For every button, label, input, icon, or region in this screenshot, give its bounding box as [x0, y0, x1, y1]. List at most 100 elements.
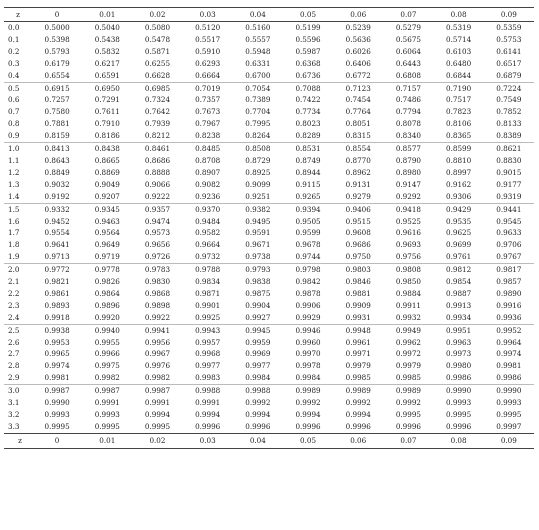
value-cell: 0.7673	[195, 107, 221, 117]
value-cell: 0.8413	[44, 144, 70, 154]
value-cell: 0.9946	[295, 325, 321, 335]
value-cell: 0.9925	[182, 311, 233, 325]
value-cell: 0.6406	[345, 58, 371, 68]
value-cell: 0.9678	[295, 240, 321, 250]
value-cell: 0.8888	[144, 167, 171, 177]
value-cell: 0.8023	[295, 119, 321, 129]
value-cell: 0.5675	[395, 34, 421, 44]
table-row: 1.0 0.8413 0.8438 0.8461 0.8485 0.8508 0.8531 0…	[4, 143, 534, 155]
value-cell: 0.9884	[395, 288, 421, 298]
value-cell: 0.5319	[446, 23, 472, 32]
value-cell: 0.9726	[132, 251, 183, 265]
row-z-cell: 0.8	[8, 119, 20, 129]
value-cell: 0.9956	[144, 337, 171, 347]
table-row: 1.9 0.9713 0.9719 0.9726 0.9732 0.9738 0.9744 0…	[4, 251, 534, 265]
footer-cell: 0.01	[82, 433, 133, 449]
value-cell: 0.9767	[483, 251, 534, 265]
value-cell: 0.5040	[94, 23, 120, 32]
table-row: 2.7 0.9965 0.9966 0.9967 0.9968 0.9969 0.9970 0…	[4, 348, 534, 360]
value-cell: 0.9984	[282, 372, 334, 386]
value-cell: 0.9981	[496, 361, 522, 371]
value-cell: 0.5753	[496, 34, 522, 44]
value-cell: 0.9686	[345, 240, 371, 250]
table-row: 0.2 0.5793 0.5832 0.5871 0.5910 0.5948 0.5987 0…	[4, 46, 534, 58]
value-cell: 0.8599	[446, 144, 472, 154]
value-cell: 0.9943	[195, 325, 221, 335]
row-z-cell: 1.1	[8, 155, 20, 165]
value-cell: 0.6217	[94, 58, 120, 68]
value-cell: 0.8133	[496, 119, 522, 129]
value-cell: 0.9982	[132, 372, 183, 386]
value-cell: 0.8944	[295, 167, 321, 177]
value-cell: 0.7704	[245, 107, 271, 117]
value-cell: 0.7794	[395, 107, 421, 117]
header-cell: 0.08	[433, 7, 484, 22]
value-cell: 0.8508	[245, 144, 271, 154]
value-cell: 0.9988	[245, 386, 271, 396]
value-cell: 0.8869	[94, 167, 120, 177]
header-cell: 0.03	[182, 7, 233, 22]
value-cell: 0.5438	[94, 34, 120, 44]
footer-cell-z: z	[4, 433, 32, 449]
value-cell: 0.7734	[295, 107, 321, 117]
value-cell: 0.9974	[44, 361, 70, 371]
value-cell: 0.7764	[345, 107, 371, 117]
value-cell: 0.9949	[395, 325, 421, 335]
value-cell: 0.9719	[82, 251, 133, 265]
table-row: 1.5 0.9332 0.9345 0.9357 0.9370 0.9382 0.9394 0…	[4, 203, 534, 215]
value-cell: 0.9279	[333, 190, 384, 204]
value-cell: 0.8051	[345, 119, 371, 129]
value-cell: 0.5000	[44, 23, 70, 32]
value-cell: 0.5987	[295, 46, 321, 56]
row-z-cell: 0.6	[8, 95, 20, 105]
value-cell: 0.9977	[245, 361, 271, 371]
header-cell: 0.06	[333, 7, 384, 22]
value-cell: 0.7967	[195, 119, 221, 129]
value-cell: 0.8485	[195, 144, 221, 154]
value-cell: 0.9987	[144, 386, 171, 396]
value-cell: 0.9474	[144, 216, 171, 226]
value-cell: 0.9951	[446, 325, 472, 335]
value-cell: 0.9251	[232, 190, 283, 204]
value-cell: 0.5714	[446, 34, 472, 44]
value-cell: 0.5160	[245, 23, 271, 32]
value-cell: 0.9922	[132, 311, 183, 325]
table-row: 2.8 0.9974 0.9975 0.9976 0.9977 0.9977 0.9978 0…	[4, 360, 534, 372]
row-z-cell: 0.7	[8, 107, 20, 117]
value-cell: 0.9664	[195, 240, 221, 250]
value-cell: 0.9904	[245, 300, 271, 310]
value-cell: 0.9969	[245, 349, 271, 359]
value-cell: 0.9971	[345, 349, 371, 359]
value-cell: 0.9573	[144, 228, 171, 238]
row-z-cell: 0.9	[4, 130, 32, 144]
row-z-cell: 2.6	[8, 337, 20, 347]
value-cell: 0.7422	[295, 95, 321, 105]
value-cell: 0.6179	[44, 58, 70, 68]
row-z-cell: 3.3	[4, 420, 32, 434]
value-cell: 0.9992	[245, 398, 271, 408]
value-cell: 0.9996	[232, 420, 283, 434]
value-cell: 0.9783	[144, 265, 171, 275]
value-cell: 0.7939	[144, 119, 171, 129]
table-row: 1.8 0.9641 0.9649 0.9656 0.9664 0.9671 0.9678 0…	[4, 239, 534, 251]
value-cell: 0.9972	[395, 349, 421, 359]
value-cell: 0.9812	[446, 265, 472, 275]
value-cell: 0.9429	[446, 204, 472, 214]
row-z-cell: 1.0	[8, 144, 20, 154]
value-cell: 0.6736	[282, 69, 334, 83]
value-cell: 0.9931	[333, 311, 384, 325]
value-cell: 0.9992	[295, 398, 321, 408]
value-cell: 0.7291	[94, 95, 120, 105]
value-cell: 0.5832	[94, 46, 120, 56]
value-cell: 0.9893	[44, 300, 70, 310]
value-cell: 0.9985	[333, 372, 384, 386]
value-cell: 0.9941	[144, 325, 171, 335]
value-cell: 0.9896	[94, 300, 120, 310]
value-cell: 0.7517	[446, 95, 472, 105]
value-cell: 0.5398	[44, 34, 70, 44]
value-cell: 0.9985	[383, 372, 434, 386]
value-cell: 0.9982	[82, 372, 133, 386]
value-cell: 0.9995	[82, 420, 133, 434]
value-cell: 0.9236	[182, 190, 233, 204]
value-cell: 0.8810	[446, 155, 472, 165]
